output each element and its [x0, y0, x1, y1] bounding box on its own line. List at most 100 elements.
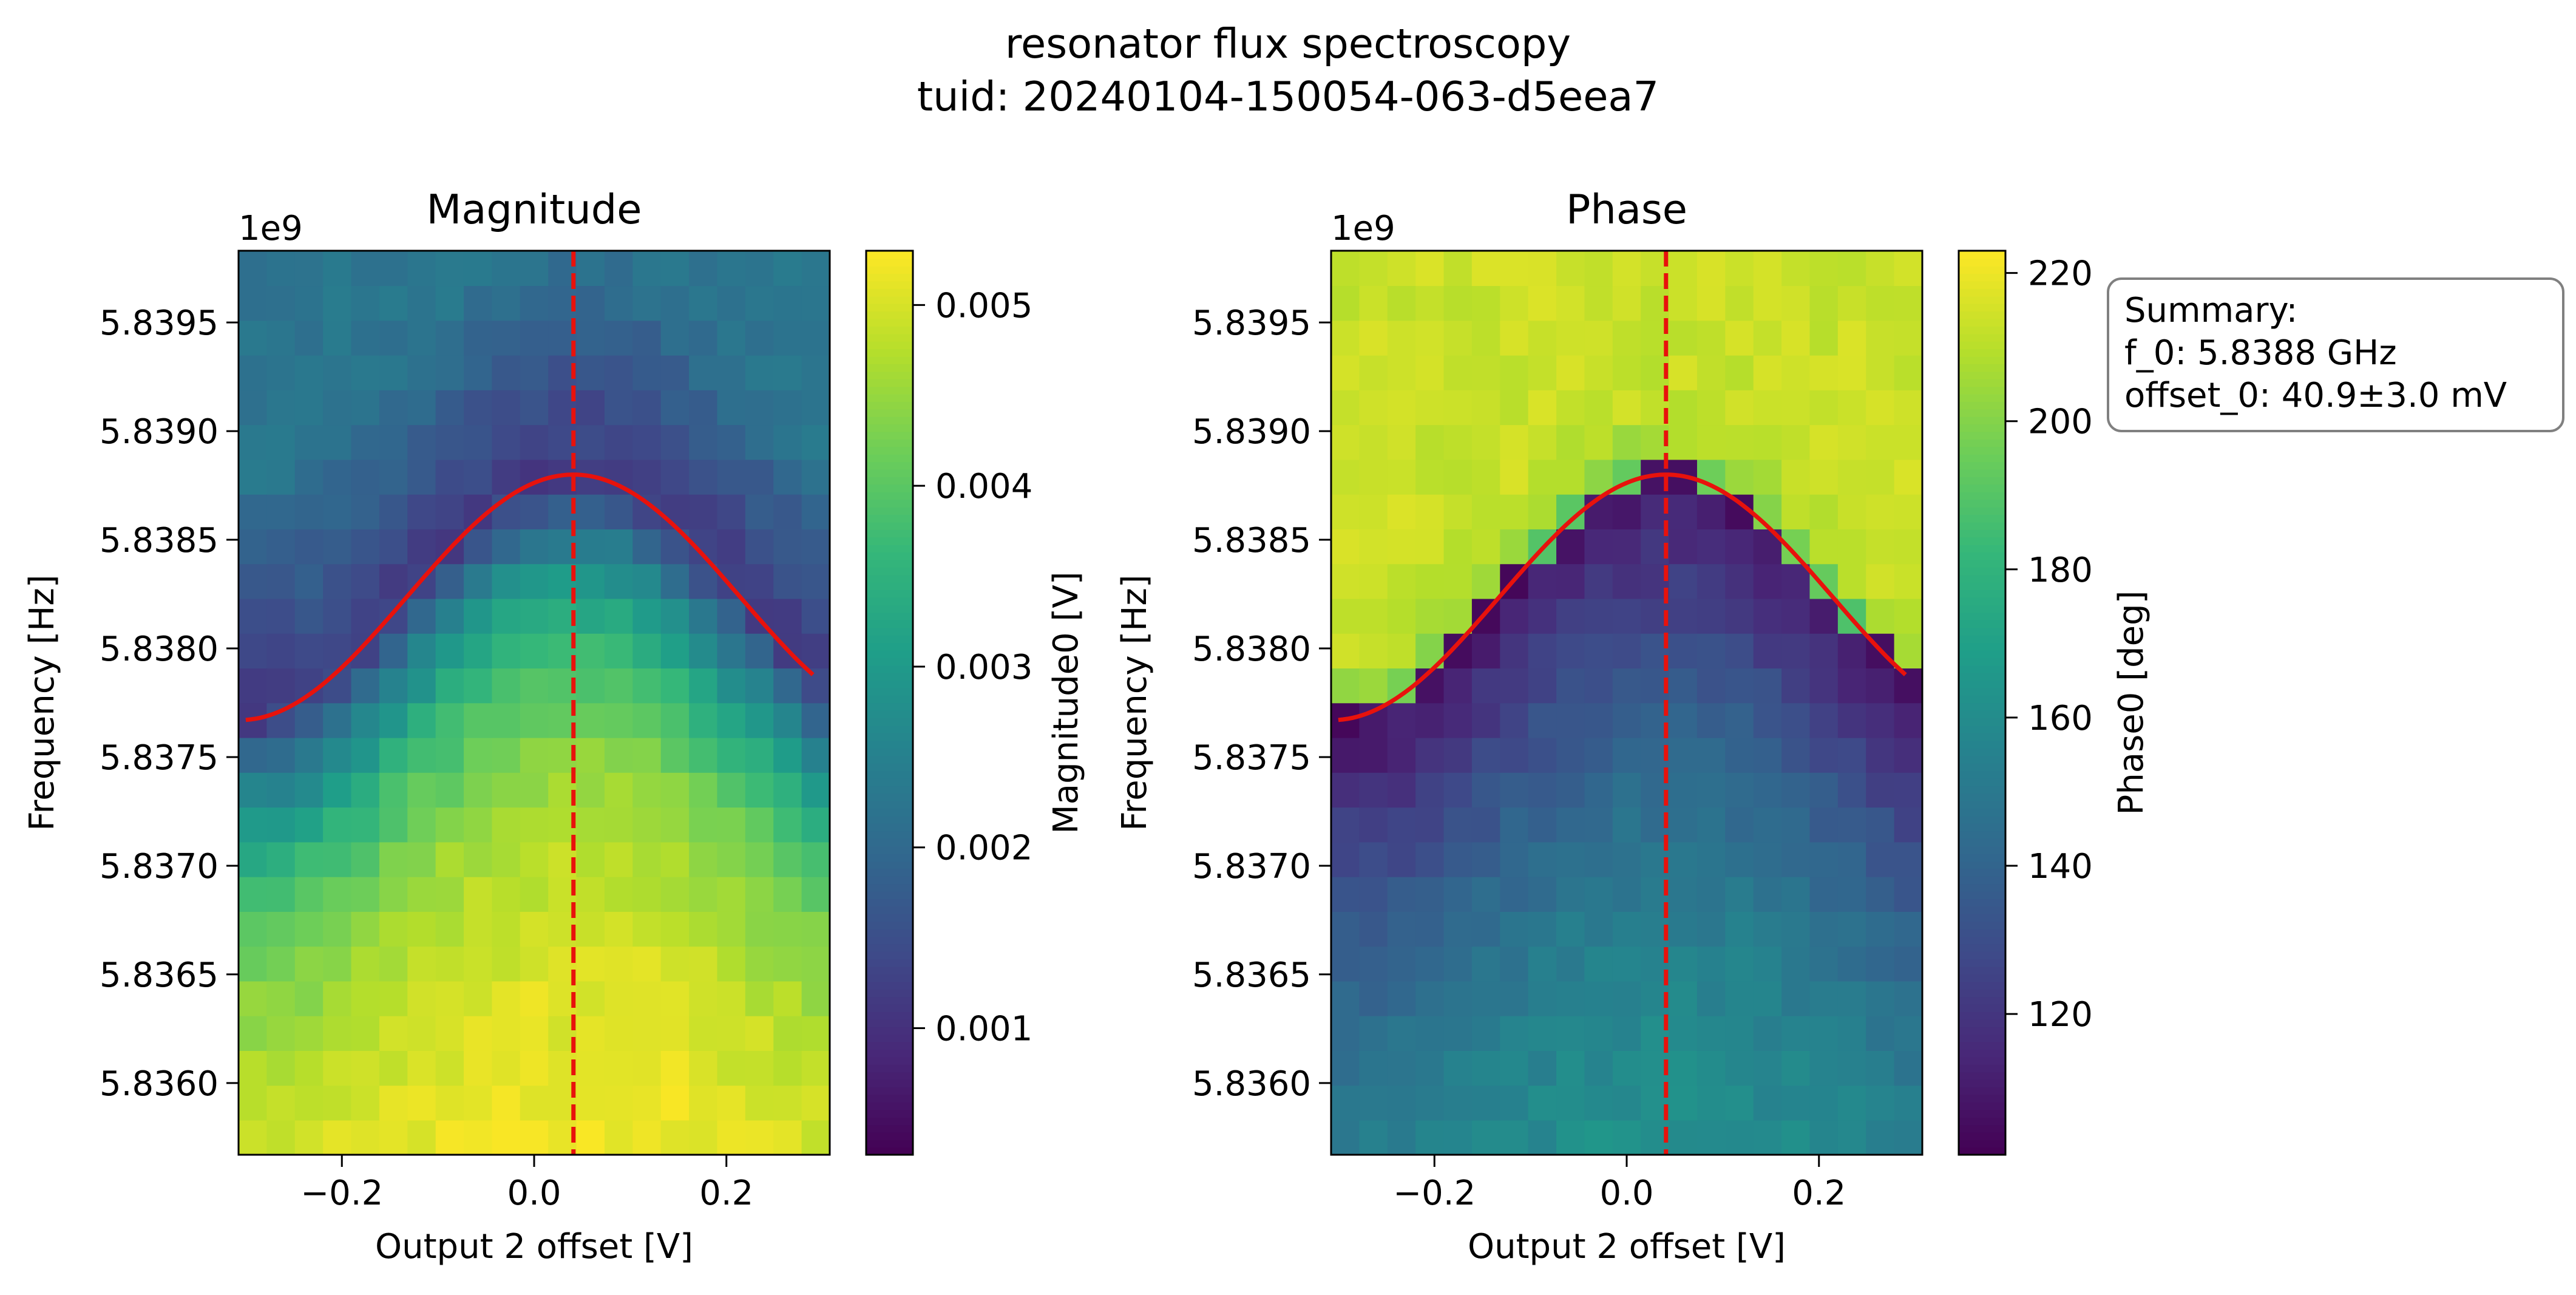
colorbar-step: [1959, 710, 2005, 719]
heatmap-cell: [1443, 841, 1473, 877]
heatmap-cell: [773, 946, 802, 982]
heatmap-cell: [1556, 355, 1585, 390]
colorbar-step: [1959, 364, 2005, 372]
heatmap-cell: [1584, 911, 1613, 947]
heatmap-cell: [801, 459, 830, 495]
colorbar-step: [866, 702, 913, 711]
heatmap-cell: [689, 772, 718, 808]
heatmap-cell: [1500, 1015, 1529, 1051]
heatmap-cell: [294, 946, 324, 982]
heatmap-cell: [1696, 1085, 1726, 1121]
y-tick-label: 5.8390: [100, 412, 219, 452]
colorbar-step: [1959, 733, 2005, 741]
heatmap-cell: [632, 668, 662, 704]
heatmap-cell: [407, 702, 436, 738]
heatmap-cell: [379, 841, 408, 877]
y-tick-label: 5.8375: [100, 738, 219, 778]
heatmap-cell: [464, 737, 493, 773]
colorbar-step: [1959, 634, 2005, 644]
heatmap-cell: [435, 285, 464, 321]
heatmap-cell: [689, 946, 718, 982]
heatmap-cell: [294, 807, 324, 843]
heatmap-cell: [492, 1120, 521, 1155]
colorbar-step: [866, 431, 913, 440]
heatmap-cell: [1443, 355, 1473, 390]
heatmap-cell: [1669, 494, 1698, 529]
heatmap-cell: [1387, 911, 1416, 947]
heatmap-cell: [717, 529, 746, 565]
heatmap-cell: [294, 390, 324, 426]
heatmap-cell: [1612, 1120, 1641, 1155]
heatmap-cell: [1837, 807, 1867, 843]
heatmap-cell: [1471, 633, 1501, 669]
magnitude-panel: −0.2 0.0 0.2 5.8360 5.8365 5.8370 5.8375 5.8380…: [22, 186, 1086, 1266]
heatmap-cell: [266, 320, 296, 356]
heatmap-cell: [294, 876, 324, 912]
colorbar-step: [1959, 288, 2005, 297]
heatmap-cell: [351, 320, 380, 356]
heatmap-cell: [1443, 737, 1473, 773]
heatmap-cell: [801, 251, 830, 287]
heatmap-cell: [435, 911, 464, 947]
colorbar-step: [866, 959, 913, 967]
colorbar-step: [1959, 559, 2005, 568]
heatmap-cell: [407, 807, 436, 843]
heatmap-cell: [632, 702, 662, 738]
colorbar-step: [1959, 537, 2005, 545]
heatmap-cell: [604, 668, 634, 704]
heatmap-cell: [632, 1050, 662, 1086]
colorbar-step: [866, 424, 913, 432]
heatmap-cell: [632, 459, 662, 495]
heatmap-cell: [520, 1085, 549, 1121]
heatmap-cell: [1837, 946, 1867, 982]
colorbar-step: [866, 627, 913, 636]
heatmap-cell: [520, 633, 549, 669]
colorbar-step: [866, 590, 913, 598]
heatmap-cell: [520, 807, 549, 843]
heatmap-cell: [1500, 529, 1529, 565]
heatmap-cell: [1500, 737, 1529, 773]
heatmap-cell: [435, 668, 464, 704]
heatmap-cell: [801, 876, 830, 912]
heatmap-cell: [1584, 876, 1613, 912]
heatmap-cell: [1725, 737, 1754, 773]
heatmap-cell: [464, 598, 493, 634]
heatmap-cell: [576, 841, 605, 877]
heatmap-cell: [1387, 285, 1416, 321]
heatmap-cell: [1866, 598, 1895, 634]
heatmap-cell: [1696, 772, 1726, 808]
heatmap-cell: [1584, 563, 1613, 599]
heatmap-cell: [1753, 251, 1782, 287]
heatmap-cell: [660, 981, 690, 1016]
colorbar-step: [866, 612, 913, 620]
heatmap-cell: [801, 390, 830, 426]
heatmap-cell: [1837, 1015, 1867, 1051]
heatmap-cell: [435, 876, 464, 912]
heatmap-cell: [323, 737, 352, 773]
colorbar-step: [866, 454, 913, 463]
heatmap-cell: [435, 320, 464, 356]
x-tick-label: 0.2: [1792, 1174, 1846, 1213]
heatmap-cell: [1584, 320, 1613, 356]
colorbar-step: [1959, 815, 2005, 824]
heatmap-cell: [1725, 459, 1754, 495]
heatmap-cell: [773, 1085, 802, 1121]
heatmap-cell: [604, 355, 634, 390]
colorbar-step: [1959, 1034, 2005, 1042]
heatmap-cell: [520, 946, 549, 982]
colorbar-step: [1959, 687, 2005, 696]
heatmap-cell: [604, 251, 634, 287]
heatmap-cell: [1809, 563, 1839, 599]
heatmap-cell: [1359, 563, 1388, 599]
heatmap-cell: [407, 251, 436, 287]
colorbar-step: [866, 1034, 913, 1042]
heatmap-cell: [1387, 633, 1416, 669]
heatmap-cell: [266, 285, 296, 321]
heatmap-cell: [1837, 355, 1867, 390]
heatmap-cell: [801, 702, 830, 738]
suptitle-line2: tuid: 20240104-150054-063-d5eea7: [917, 73, 1659, 120]
heatmap-cell: [1894, 1050, 1923, 1086]
heatmap-cell: [745, 251, 774, 287]
summary-box-frame: [2107, 277, 2564, 432]
colorbar-step: [1959, 326, 2005, 335]
